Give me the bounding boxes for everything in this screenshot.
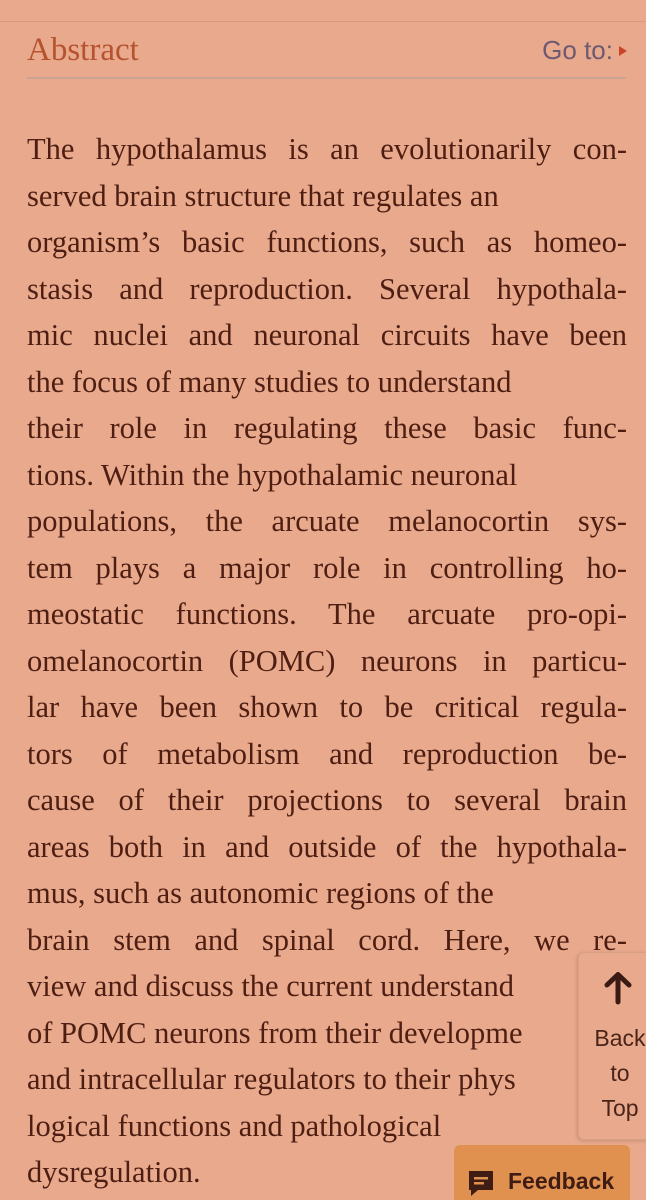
feedback-icon — [469, 1171, 493, 1196]
abstract-paragraph: The hypothalamus is an evolutionarily co… — [27, 126, 627, 1196]
section-header: Abstract Go to: — [27, 26, 627, 78]
abstract-line: meostatic functions. The arcuate pro-opi… — [27, 597, 627, 631]
abstract-line: the focus of many studies to understand — [27, 364, 512, 399]
abstract-line: view and discuss the current understand — [27, 969, 515, 1003]
abstract-line: mus, such as autonomic regions of the — [27, 876, 494, 910]
feedback-button[interactable]: Feedback — [454, 1145, 630, 1200]
section-title: Abstract — [27, 32, 139, 68]
abstract-line: logical functions and pathological — [27, 1108, 442, 1143]
abstract-line: of POMC neurons from their developme — [27, 1015, 523, 1050]
abstract-line: mic nuclei and neuronal circuits have be… — [27, 318, 627, 352]
back-to-top-label: Back to Top — [594, 1025, 646, 1121]
abstract-line: their role in regulating these basic fun… — [27, 411, 627, 445]
abstract-line: tem plays a major role in controlling ho… — [27, 550, 627, 585]
arrow-up-icon — [604, 972, 632, 1005]
abstract-line: tions. Within the hypothalamic neuronal — [27, 457, 518, 492]
abstract-line: dysregulation. — [27, 1155, 201, 1189]
feedback-label: Feedback — [508, 1168, 615, 1194]
top-divider — [0, 21, 646, 22]
goto-label: Go to: — [542, 35, 613, 65]
abstract-line: stasis and reproduction. Several hypotha… — [27, 271, 627, 306]
abstract-line: lar have been shown to be critical regul… — [27, 690, 627, 724]
goto-link[interactable]: Go to: — [542, 32, 627, 68]
abstract-line: served brain structure that regulates an — [27, 178, 499, 213]
back-to-top-button[interactable]: Back to Top — [578, 952, 646, 1140]
abstract-line: tors of metabolism and reproduction be- — [27, 736, 627, 771]
header-divider — [27, 77, 626, 79]
abstract-line: and intracellular regulators to their ph… — [27, 1062, 516, 1096]
abstract-line: areas both in and outside of the hypotha… — [27, 829, 627, 864]
abstract-line: cause of their projections to several br… — [27, 783, 627, 817]
abstract-line: populations, the arcuate melanocortin sy… — [27, 504, 627, 538]
abstract-line: The hypothalamus is an evolutionarily co… — [27, 132, 627, 166]
abstract-line: omelanocortin (POMC) neurons in particu- — [27, 643, 627, 678]
triangle-right-icon — [619, 46, 627, 56]
abstract-line: brain stem and spinal cord. Here, we re- — [27, 922, 627, 957]
abstract-line: organism’s basic functions, such as home… — [27, 225, 627, 259]
